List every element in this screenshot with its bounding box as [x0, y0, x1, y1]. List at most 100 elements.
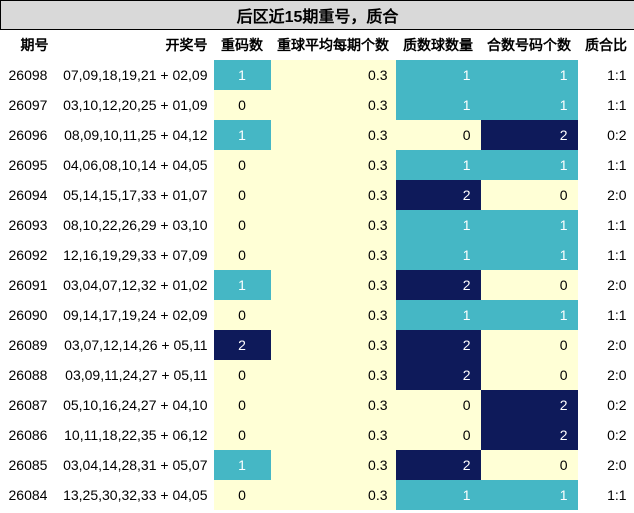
table-row: 26086 10,11,18,22,35 + 06,12 0 0.3 0 2 0:2	[0, 419, 634, 450]
repeat-cell: 0	[213, 479, 271, 510]
ratio-cell: 2:0	[577, 329, 634, 360]
header-avg: 重球平均每期个数	[270, 29, 396, 60]
ratio-cell: 0:2	[577, 419, 634, 450]
avg-cell: 0.3	[270, 179, 396, 210]
issue-cell: 26095	[0, 149, 56, 180]
repeat-cell: 1	[213, 119, 271, 150]
ratio-cell: 2:0	[577, 179, 634, 210]
repeat-cell: 0	[213, 389, 271, 420]
composite-count-cell: 2	[480, 419, 578, 450]
header-ratio: 质合比	[577, 29, 634, 60]
composite-count-cell: 1	[480, 59, 578, 90]
composite-count-cell: 1	[480, 239, 578, 270]
avg-cell: 0.3	[270, 329, 396, 360]
avg-cell: 0.3	[270, 359, 396, 390]
avg-cell: 0.3	[270, 239, 396, 270]
repeat-cell: 1	[213, 449, 271, 480]
avg-cell: 0.3	[270, 449, 396, 480]
issue-cell: 26091	[0, 269, 56, 300]
composite-count-cell: 1	[480, 479, 578, 510]
ratio-cell: 1:1	[577, 209, 634, 240]
header-composite: 合数号码个数	[480, 29, 578, 60]
repeat-cell: 0	[213, 149, 271, 180]
table-row: 26097 03,10,12,20,25 + 01,09 0 0.3 1 1 1:1	[0, 89, 634, 120]
repeat-cell: 0	[213, 359, 271, 390]
draw-cell: 03,04,07,12,32 + 01,02	[55, 269, 214, 300]
prime-count-cell: 2	[395, 179, 481, 210]
prime-count-cell: 0	[395, 119, 481, 150]
repeat-cell: 0	[213, 419, 271, 450]
draw-cell: 08,09,10,11,25 + 04,12	[55, 119, 214, 150]
composite-count-cell: 1	[480, 299, 578, 330]
draw-cell: 07,09,18,19,21 + 02,09	[55, 59, 214, 90]
composite-count-cell: 2	[480, 389, 578, 420]
table-row: 26084 13,25,30,32,33 + 04,05 0 0.3 1 1 1:1	[0, 479, 634, 510]
prime-count-cell: 1	[395, 479, 481, 510]
table-row: 26088 03,09,11,24,27 + 05,11 0 0.3 2 0 2:0	[0, 359, 634, 390]
table-row: 26090 09,14,17,19,24 + 02,09 0 0.3 1 1 1:1	[0, 299, 634, 330]
repeat-cell: 1	[213, 269, 271, 300]
prime-count-cell: 2	[395, 359, 481, 390]
table-row: 26096 08,09,10,11,25 + 04,12 1 0.3 0 2 0:2	[0, 119, 634, 150]
ratio-cell: 2:0	[577, 359, 634, 390]
table-row: 26095 04,06,08,10,14 + 04,05 0 0.3 1 1 1:1	[0, 149, 634, 180]
draw-cell: 09,14,17,19,24 + 02,09	[55, 299, 214, 330]
repeat-cell: 0	[213, 239, 271, 270]
header-issue: 期号	[0, 29, 56, 60]
composite-count-cell: 1	[480, 209, 578, 240]
avg-cell: 0.3	[270, 149, 396, 180]
ratio-cell: 2:0	[577, 449, 634, 480]
ratio-cell: 1:1	[577, 89, 634, 120]
avg-cell: 0.3	[270, 299, 396, 330]
issue-cell: 26094	[0, 179, 56, 210]
table-row: 26093 08,10,22,26,29 + 03,10 0 0.3 1 1 1:1	[0, 209, 634, 240]
composite-count-cell: 1	[480, 149, 578, 180]
avg-cell: 0.3	[270, 89, 396, 120]
prime-count-cell: 0	[395, 389, 481, 420]
ratio-cell: 1:1	[577, 149, 634, 180]
draw-cell: 03,07,12,14,26 + 05,11	[55, 329, 214, 360]
ratio-cell: 1:1	[577, 59, 634, 90]
draw-cell: 05,10,16,24,27 + 04,10	[55, 389, 214, 420]
repeat-cell: 2	[213, 329, 271, 360]
draw-cell: 12,16,19,29,33 + 07,09	[55, 239, 214, 270]
repeat-cell: 0	[213, 89, 271, 120]
composite-count-cell: 1	[480, 89, 578, 120]
prime-count-cell: 0	[395, 419, 481, 450]
draw-cell: 08,10,22,26,29 + 03,10	[55, 209, 214, 240]
composite-count-cell: 0	[480, 449, 578, 480]
ratio-cell: 1:1	[577, 299, 634, 330]
composite-count-cell: 0	[480, 179, 578, 210]
issue-cell: 26088	[0, 359, 56, 390]
table-row: 26085 03,04,14,28,31 + 05,07 1 0.3 2 0 2:0	[0, 449, 634, 480]
prime-count-cell: 2	[395, 269, 481, 300]
composite-count-cell: 0	[480, 329, 578, 360]
prime-count-cell: 2	[395, 449, 481, 480]
ratio-cell: 2:0	[577, 269, 634, 300]
avg-cell: 0.3	[270, 119, 396, 150]
avg-cell: 0.3	[270, 59, 396, 90]
ratio-cell: 0:2	[577, 389, 634, 420]
repeat-cell: 0	[213, 299, 271, 330]
issue-cell: 26096	[0, 119, 56, 150]
issue-cell: 26085	[0, 449, 56, 480]
ratio-cell: 1:1	[577, 239, 634, 270]
avg-cell: 0.3	[270, 419, 396, 450]
table-row: 26089 03,07,12,14,26 + 05,11 2 0.3 2 0 2:0	[0, 329, 634, 360]
avg-cell: 0.3	[270, 389, 396, 420]
issue-cell: 26084	[0, 479, 56, 510]
avg-cell: 0.3	[270, 269, 396, 300]
header-draw: 开奖号	[55, 29, 214, 60]
prime-count-cell: 1	[395, 299, 481, 330]
table-row: 26087 05,10,16,24,27 + 04,10 0 0.3 0 2 0:2	[0, 389, 634, 420]
draw-cell: 03,09,11,24,27 + 05,11	[55, 359, 214, 390]
avg-cell: 0.3	[270, 209, 396, 240]
table-body: 26098 07,09,18,19,21 + 02,09 1 0.3 1 1 1:1 2609…	[0, 59, 634, 510]
issue-cell: 26087	[0, 389, 56, 420]
issue-cell: 26097	[0, 89, 56, 120]
ratio-cell: 1:1	[577, 479, 634, 510]
table-row: 26094 05,14,15,17,33 + 01,07 0 0.3 2 0 2:0	[0, 179, 634, 210]
draw-cell: 05,14,15,17,33 + 01,07	[55, 179, 214, 210]
draw-cell: 04,06,08,10,14 + 04,05	[55, 149, 214, 180]
prime-count-cell: 1	[395, 149, 481, 180]
